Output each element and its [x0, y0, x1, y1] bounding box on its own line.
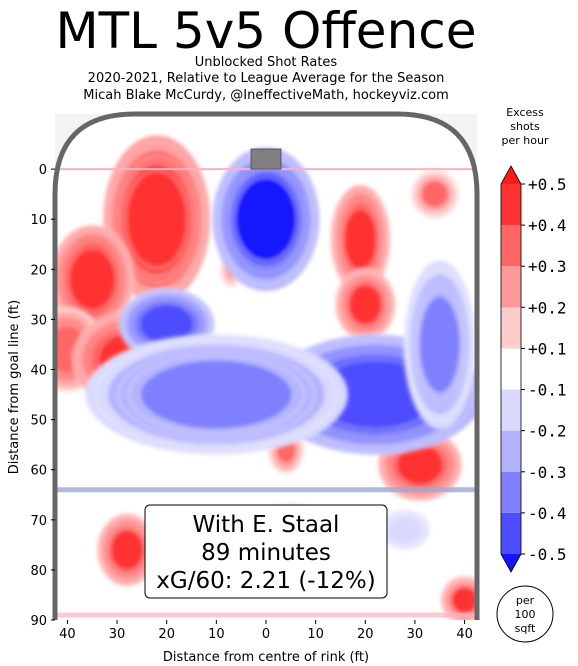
x-tick-label: 0: [262, 627, 270, 642]
heat-contour: [420, 179, 450, 209]
axes-layer: 40 30 20 10 0 10 20 30 40 0 10 20 30 40 50 60 70 80 90 Dist…: [7, 163, 473, 665]
heat-contour: [387, 515, 423, 545]
heat-region: [102, 134, 211, 304]
info-box-frame: [144, 504, 388, 599]
x-axis-label: Distance from centre of rink (ft): [163, 650, 369, 665]
info-box: With E. Staal 89 minutes xG/60: 2.21 (-1…: [144, 504, 388, 599]
per-area-badge: per 100 sqft: [496, 585, 554, 643]
y-tick-label: 10: [30, 213, 47, 228]
heat-region: [96, 513, 158, 587]
colorbar-title-line-3: per hour: [501, 134, 549, 147]
info-box-minutes: 89 minutes: [201, 540, 331, 566]
per-area-line-1: per: [516, 594, 535, 607]
colorbar-segment: [501, 512, 521, 554]
x-tick-label: 30: [407, 627, 424, 642]
colorbar-tick-label: -0.5: [528, 545, 567, 564]
heat-contour: [418, 294, 462, 394]
colorbar-segment: [501, 225, 521, 267]
chart-subtitle-line-3: Micah Blake McCurdy, @IneffectiveMath, h…: [83, 88, 449, 103]
colorbar-segment: [501, 348, 521, 390]
rink-boards: [52, 111, 480, 620]
heat-contour: [109, 528, 145, 572]
x-tick-label: 20: [357, 627, 374, 642]
colorbar-segment: [501, 430, 521, 472]
colorbar-tick-label: +0.3: [528, 257, 567, 276]
rink-outline-layer: [52, 111, 480, 620]
heat-region: [330, 184, 391, 294]
colorbar-tick-label: -0.1: [528, 381, 567, 400]
colorbar-tick-label: +0.1: [528, 339, 567, 358]
colorbar-tick-label: +0.5: [528, 175, 567, 194]
per-area-circle: [496, 585, 554, 643]
colorbar-title-line-1: Excess: [506, 106, 544, 119]
heat-contour: [450, 585, 477, 615]
goal-net: [250, 148, 282, 170]
colorbar-segment: [501, 389, 521, 431]
heat-region: [118, 287, 215, 361]
colorbar-segment: [501, 471, 521, 513]
heat-region: [374, 505, 436, 555]
colorbar-segment: [501, 184, 521, 226]
y-tick-label: 20: [30, 263, 47, 278]
heat-region: [55, 224, 135, 334]
heat-region: [410, 169, 460, 219]
heat-region: [335, 267, 396, 341]
y-tick-label: 0: [39, 163, 47, 178]
heat-contour: [67, 247, 117, 312]
colorbar-title-line-2: shots: [510, 120, 540, 133]
x-tick-label: 30: [109, 627, 126, 642]
x-tick-label: 40: [456, 627, 473, 642]
info-box-xg: xG/60: 2.21 (-12%): [156, 568, 375, 594]
colorbar: -0.5 -0.4 -0.3 -0.2 -0.1 +0.1 +0.2 +0.3 +0.4 +0.5: [500, 165, 567, 573]
heatmap-layer: [55, 114, 477, 620]
colorbar-tick-label: -0.4: [528, 504, 567, 523]
x-tick-label: 10: [307, 627, 324, 642]
colorbar-segment: [501, 266, 521, 308]
y-tick-label: 70: [30, 514, 47, 529]
y-tick-label: 30: [30, 313, 47, 328]
heat-region: [403, 259, 476, 430]
heat-contour: [139, 359, 294, 431]
heat-contour: [342, 207, 379, 272]
per-area-line-3: sqft: [515, 622, 536, 635]
x-tick-label: 10: [208, 627, 225, 642]
heat-region: [84, 334, 348, 456]
info-box-player: With E. Staal: [193, 512, 340, 538]
heat-contour: [347, 282, 384, 326]
colorbar-tick-label: -0.2: [528, 422, 567, 441]
chart-subtitle-line-1: Unblocked Shot Rates: [194, 55, 338, 70]
colorbar-tick-label: +0.2: [528, 298, 567, 317]
colorbar-top-arrow: [501, 166, 521, 184]
colorbar-title: Excess shots per hour: [490, 106, 560, 148]
per-area-line-2: 100: [515, 608, 536, 621]
colorbar-tick-label: +0.4: [528, 216, 567, 235]
chart-subtitle-line-2: 2020-2021, Relative to League Average fo…: [87, 71, 445, 86]
y-tick-label: 40: [30, 364, 47, 379]
colorbar-tick-label: -0.3: [528, 463, 567, 482]
heat-contour: [125, 169, 189, 269]
y-tick-label: 60: [30, 464, 47, 479]
heat-contour: [234, 176, 298, 262]
x-tick-label: 40: [59, 627, 76, 642]
y-tick-label: 80: [30, 564, 47, 579]
colorbar-segment: [501, 307, 521, 349]
y-axis-label: Distance from goal line (ft): [7, 300, 22, 474]
y-tick-label: 50: [30, 414, 47, 429]
colorbar-bottom-arrow: [501, 554, 521, 572]
x-tick-label: 20: [158, 627, 175, 642]
y-tick-label: 90: [30, 614, 47, 629]
chart-title: MTL 5v5 Offence: [55, 2, 477, 60]
